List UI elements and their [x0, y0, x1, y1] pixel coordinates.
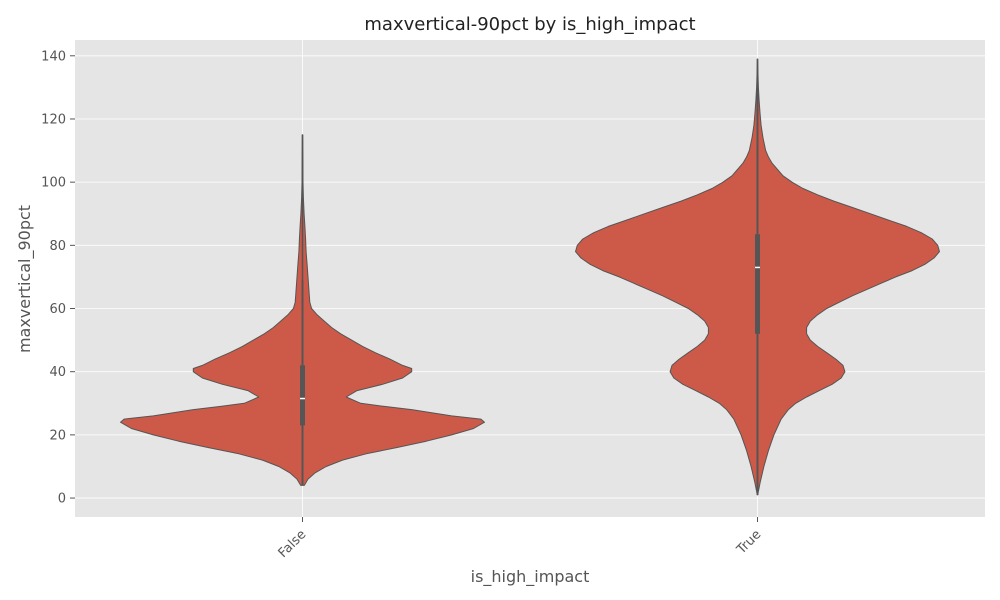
y-tick-label: 100: [41, 176, 66, 191]
y-tick-label: 140: [41, 49, 66, 64]
x-tick-label: True: [733, 527, 764, 558]
y-tick-label: 60: [49, 302, 66, 317]
x-axis-label: is_high_impact: [471, 567, 590, 587]
y-tick-label: 20: [49, 428, 66, 443]
violin-iqr-box: [755, 234, 760, 334]
chart-title: maxvertical-90pct by is_high_impact: [364, 14, 695, 35]
violins: [120, 58, 940, 496]
y-tick-label: 80: [49, 239, 66, 254]
x-tick-label: False: [276, 527, 310, 561]
y-tick-label: 40: [49, 365, 66, 380]
y-tick-label: 120: [41, 112, 66, 127]
violin-iqr-box: [300, 365, 305, 426]
y-axis-label: maxvertical_90pct: [15, 205, 35, 353]
y-tick-label: 0: [58, 492, 66, 507]
